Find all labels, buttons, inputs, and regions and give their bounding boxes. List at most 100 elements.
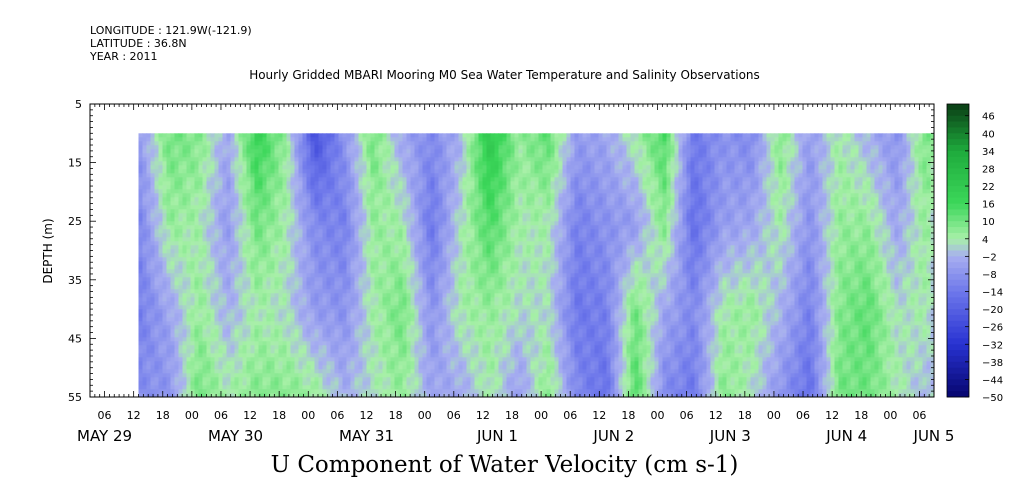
heatmap-cell (238, 241, 244, 246)
heatmap-cell (434, 229, 440, 234)
heatmap-cell (374, 301, 380, 306)
heatmap-cell (386, 349, 392, 354)
heatmap-cell (242, 313, 248, 318)
heatmap-cell (278, 357, 284, 362)
heatmap-cell (426, 317, 432, 322)
heatmap-cell (138, 141, 144, 146)
heatmap-cell (358, 173, 364, 178)
heatmap-cell (410, 345, 416, 350)
heatmap-cell (418, 369, 424, 374)
heatmap-cell (422, 333, 428, 338)
heatmap-cell (154, 201, 160, 206)
heatmap-cell (246, 237, 252, 242)
heatmap-cell (286, 341, 292, 346)
heatmap-cell (210, 145, 216, 150)
heatmap-cell (354, 281, 360, 286)
heatmap-cell (310, 273, 316, 278)
heatmap-cell (138, 145, 144, 150)
heatmap-cell (250, 277, 256, 282)
heatmap-cell (310, 157, 316, 162)
heatmap-cell (194, 349, 200, 354)
heatmap-cell (310, 349, 316, 354)
heatmap-cell (402, 153, 408, 158)
heatmap-cell (394, 393, 400, 397)
heatmap-cell (402, 201, 408, 206)
heatmap-cell (178, 165, 184, 170)
heatmap-cell (246, 265, 252, 270)
heatmap-cell (270, 381, 276, 386)
heatmap-cell (302, 245, 308, 250)
heatmap-cell (218, 249, 224, 254)
heatmap-cell (434, 369, 440, 374)
heatmap-cell (270, 393, 276, 397)
heatmap-cell (358, 261, 364, 266)
heatmap-cell (282, 253, 288, 258)
heatmap-cell (334, 157, 340, 162)
heatmap-cell (174, 165, 180, 170)
heatmap-cell (326, 325, 332, 330)
heatmap-cell (170, 213, 176, 218)
heatmap-cell (274, 253, 280, 258)
heatmap-cell (346, 257, 352, 262)
heatmap-cell (254, 137, 260, 142)
heatmap-cell (250, 369, 256, 374)
heatmap-cell (270, 169, 276, 174)
heatmap-cell (286, 137, 292, 142)
heatmap-cell (178, 281, 184, 286)
heatmap-cell (254, 133, 260, 138)
heatmap-cell (366, 393, 372, 397)
heatmap-cell (370, 185, 376, 190)
heatmap-cell (258, 137, 264, 142)
heatmap-cell (242, 221, 248, 226)
heatmap-cell (242, 225, 248, 230)
heatmap-cell (374, 177, 380, 182)
heatmap-cell (258, 337, 264, 342)
heatmap-cell (290, 329, 296, 334)
heatmap-cell (366, 161, 372, 166)
heatmap-cell (350, 213, 356, 218)
heatmap-cell (374, 245, 380, 250)
heatmap-cell (146, 161, 152, 166)
heatmap-cell (194, 157, 200, 162)
heatmap-cell (386, 193, 392, 198)
heatmap-cell (226, 233, 232, 238)
heatmap-cell (390, 293, 396, 298)
heatmap-cell (262, 337, 268, 342)
heatmap-cell (370, 317, 376, 322)
heatmap-cell (210, 229, 216, 234)
heatmap-cell (374, 141, 380, 146)
heatmap-cell (242, 253, 248, 258)
heatmap-cell (254, 181, 260, 186)
heatmap-cell (154, 385, 160, 390)
heatmap-cell (238, 217, 244, 222)
heatmap-cell (434, 137, 440, 142)
heatmap-cell (238, 141, 244, 146)
heatmap-cell (394, 193, 400, 198)
heatmap-cell (306, 145, 312, 150)
heatmap-cell (202, 205, 208, 210)
heatmap-cell (250, 225, 256, 230)
heatmap-cell (362, 181, 368, 186)
heatmap-cell (414, 349, 420, 354)
heatmap-cell (238, 285, 244, 290)
heatmap-cell (214, 281, 220, 286)
heatmap-cell (174, 393, 180, 397)
heatmap-cell (434, 149, 440, 154)
heatmap-cell (338, 313, 344, 318)
heatmap-cell (362, 201, 368, 206)
heatmap-cell (190, 189, 196, 194)
heatmap-cell (150, 305, 156, 310)
heatmap-cell (342, 193, 348, 198)
heatmap-cell (418, 345, 424, 350)
heatmap-cell (214, 381, 220, 386)
heatmap-cell (326, 141, 332, 146)
heatmap-cell (354, 297, 360, 302)
heatmap-cell (262, 329, 268, 334)
heatmap-cell (330, 337, 336, 342)
heatmap-cell (302, 229, 308, 234)
heatmap-cell (342, 189, 348, 194)
heatmap-cell (362, 173, 368, 178)
heatmap-cell (406, 369, 412, 374)
heatmap-cell (254, 233, 260, 238)
heatmap-cell (266, 281, 272, 286)
